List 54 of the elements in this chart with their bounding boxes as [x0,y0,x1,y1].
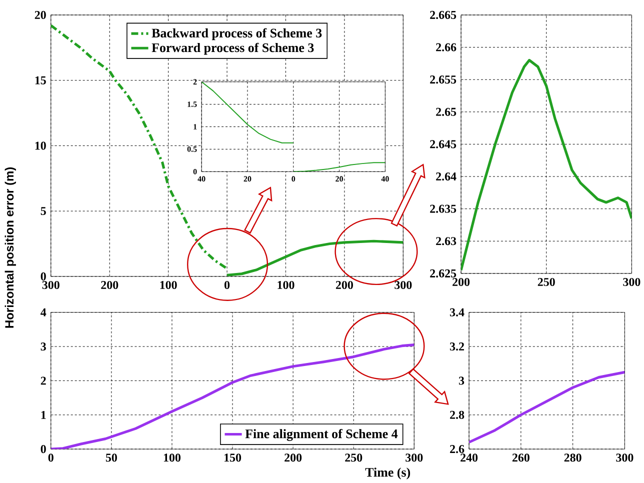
x-tick-label: 200 [284,454,302,462]
x-tick-label: 0 [48,454,54,462]
y-tick-label: 2.635 [430,204,456,214]
line-series [226,240,404,277]
y-tick-label: 2.665 [430,11,456,20]
x-tick-label: 100 [278,281,294,290]
line-series [461,59,632,272]
x-tick-label: 300 [394,281,412,290]
x-tick-label: 50 [106,454,117,462]
x-tick-label: 100 [164,454,180,462]
y-tick-label: 3 [40,342,46,351]
x-tick-label: 250 [538,278,555,286]
y-tick-label: 2.64 [436,172,456,181]
x-tick-label: 0 [224,281,230,290]
y-tick-label: 10 [35,142,46,150]
x-tick-label: 280 [564,454,582,462]
y-tick-label: 1 [41,411,46,420]
x-tick-label: 240 [460,454,478,462]
y-tick-label: 2.65 [436,108,456,116]
y-tick-label: 2.66 [436,43,456,52]
x-tick-label: 100 [160,281,177,290]
legend-label: Forward process of Scheme 3 [152,42,314,55]
x-tick-label: 150 [224,454,242,462]
x-tick-label: 300 [616,454,634,462]
y-tick-label: 0 [40,272,46,281]
line-series [292,162,386,172]
y-tick-label: 2.625 [430,270,456,278]
y-tick-label: 2.63 [436,237,456,246]
x-tick-label: 250 [345,454,362,462]
y-tick-label: 2.655 [430,76,456,84]
legend-label: Backward process of Scheme 3 [152,28,322,40]
x-tick-label: 300 [406,454,423,462]
x-tick-label: 200 [452,278,470,286]
y-axis-title: Horizontal position error (m) [4,168,16,328]
x-tick-label: 200 [336,281,353,290]
y-tick-label: 2 [40,376,46,385]
y-tick-label: 3.2 [450,342,464,351]
x-tick-label: 200 [101,281,118,290]
y-tick-label: 20 [34,11,46,20]
x-tick-label: 260 [512,454,530,462]
x-tick-label: 300 [42,281,60,290]
y-tick-label: 4 [40,308,46,316]
y-tick-label: 3.4 [450,308,464,317]
y-tick-label: 5 [40,207,46,216]
y-tick-label: 2.645 [430,140,456,148]
legend-label: Fine alignment of Scheme 4 [245,429,398,442]
x-tick-label: 300 [623,278,640,286]
x-axis-title: Time (s) [365,468,410,480]
y-tick-label: 15 [35,76,46,85]
line-series [50,344,414,450]
y-tick-label: 2.8 [450,410,464,420]
y-tick-label: 0 [40,445,46,454]
y-tick-label: 2.6 [450,445,464,454]
y-tick-label: 3 [458,376,464,385]
